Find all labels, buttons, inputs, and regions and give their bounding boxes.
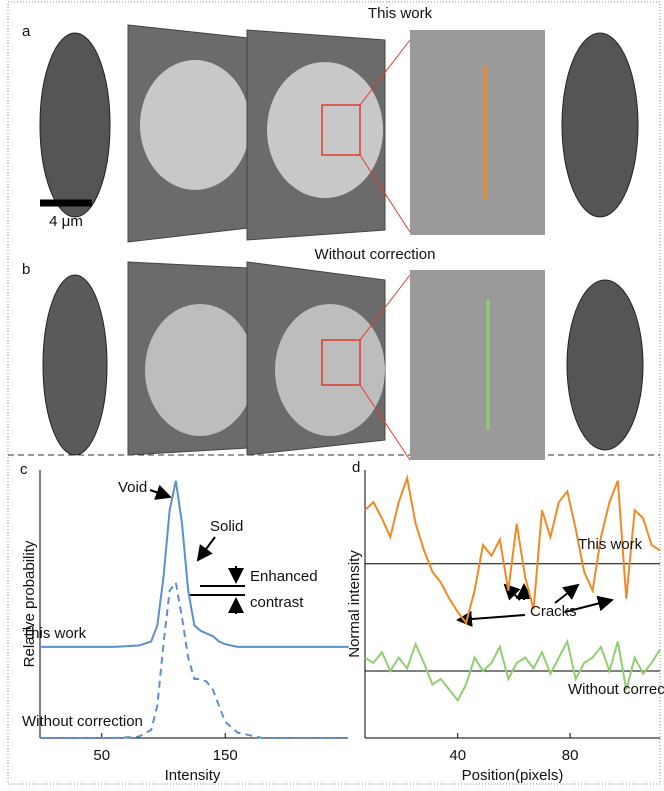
x-axis-label: Position(pixels) [462, 767, 564, 784]
arrows [150, 490, 612, 620]
annotation: contrast [250, 594, 304, 611]
scale-bar-label: 4 μm [49, 213, 83, 230]
y-axis-label: Relative probability [21, 540, 38, 667]
series-line [40, 481, 349, 647]
row-title: This work [368, 5, 433, 22]
panel-b-images [43, 262, 643, 460]
row-title: Without correction [315, 246, 436, 263]
y-axis-label: Normal intensity [346, 550, 363, 658]
series-label: Without correction [22, 713, 143, 730]
series-label: This work [22, 625, 87, 642]
annotation: Enhanced [250, 568, 318, 585]
panel-a-images [40, 25, 638, 242]
x-tick-label: 40 [449, 747, 466, 764]
panel-label: a [22, 23, 31, 40]
annotation: Cracks [530, 603, 577, 620]
annotation: Solid [210, 518, 243, 535]
x-axis-label: Intensity [165, 767, 221, 784]
panel-label: b [22, 261, 30, 278]
x-tick-label: 50 [93, 747, 110, 764]
panel-label: c [20, 461, 28, 478]
panel-label: d [352, 459, 360, 476]
series-label: Without correction [568, 681, 664, 698]
series-label: This work [578, 536, 643, 553]
annotation: Void [118, 479, 147, 496]
x-tick-label: 150 [213, 747, 238, 764]
figure: a b c d This work Without correction 4 μ… [0, 0, 664, 786]
x-tick-label: 80 [562, 747, 579, 764]
